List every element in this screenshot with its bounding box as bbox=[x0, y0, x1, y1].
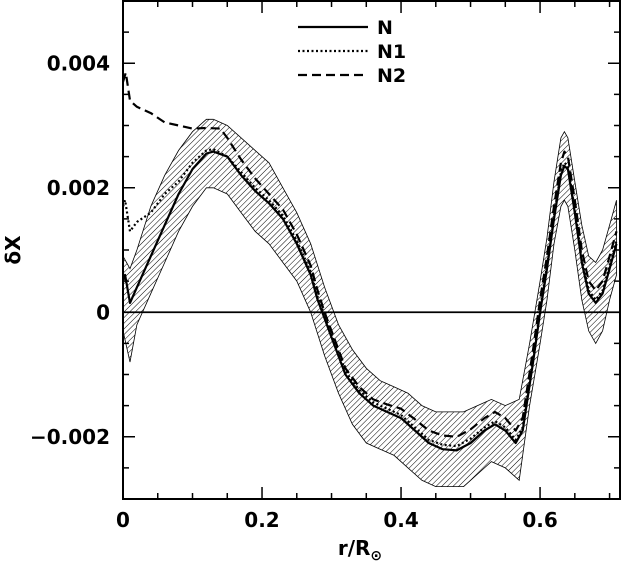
series-line-N2 bbox=[123, 71, 618, 438]
axes: 0 0.2 0.4 0.6 −0.002 0 0.002 0.004 bbox=[30, 0, 621, 532]
y-tick-label: 0 bbox=[96, 300, 110, 324]
y-tick-label: −0.002 bbox=[30, 425, 110, 449]
series-line-N bbox=[123, 150, 618, 452]
x-tick-label: 0.4 bbox=[383, 508, 418, 532]
y-axis-label: δX bbox=[1, 235, 25, 265]
legend-label-N2: N2 bbox=[377, 65, 406, 87]
plot-area bbox=[123, 71, 620, 487]
uncertainty-band bbox=[123, 118, 617, 487]
series-line-N1 bbox=[123, 148, 618, 448]
y-tick-label: 0.004 bbox=[47, 51, 110, 75]
y-tick-label: 0.002 bbox=[47, 176, 110, 200]
x-tick-label: 0.2 bbox=[244, 508, 279, 532]
x-tick-label: 0 bbox=[116, 508, 130, 532]
legend-label-N1: N1 bbox=[377, 41, 406, 63]
x-axis-label: r/R⊙ bbox=[338, 536, 382, 564]
x-tick-label: 0.6 bbox=[522, 508, 557, 532]
legend-label-N: N bbox=[377, 17, 393, 39]
